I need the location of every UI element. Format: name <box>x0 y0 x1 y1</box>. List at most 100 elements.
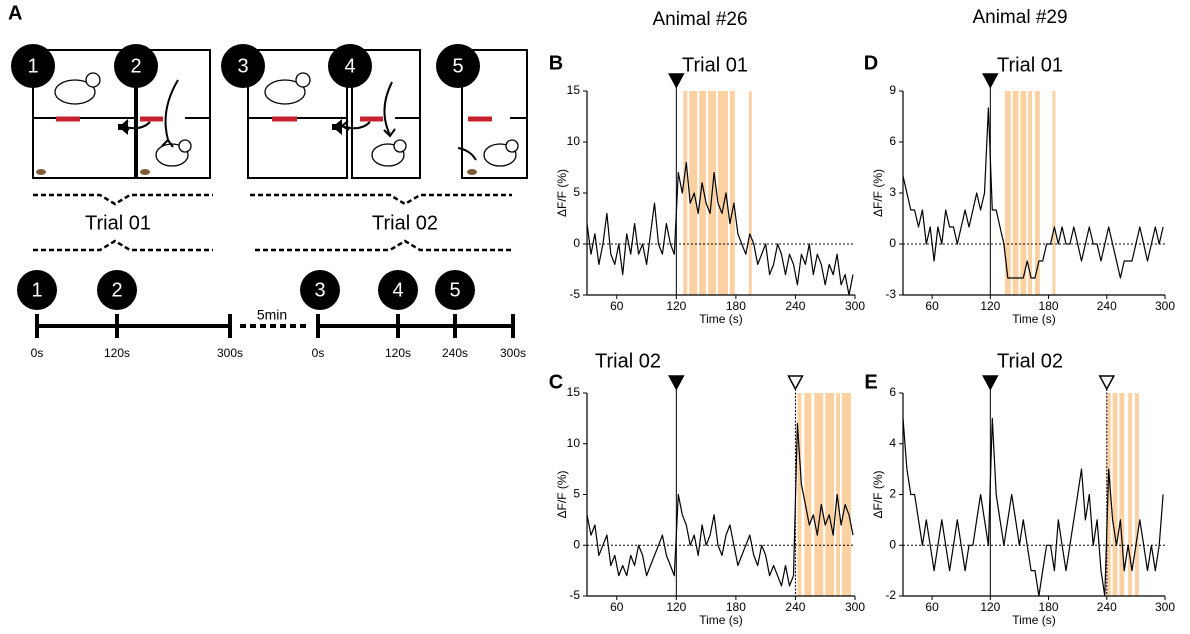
timeline-label: 240s <box>442 346 468 360</box>
step-number: 3 <box>314 279 325 301</box>
arena <box>32 49 136 179</box>
step-number: 5 <box>452 55 463 77</box>
step-number: 4 <box>344 55 355 77</box>
x-tick-label: 240 <box>785 600 805 614</box>
y-tick-label: -5 <box>569 287 580 301</box>
brace <box>33 193 213 206</box>
event-marker <box>982 375 999 391</box>
step-circle <box>436 44 480 88</box>
x-tick-label: 120 <box>666 299 686 313</box>
timeline-label: 300s <box>500 346 526 360</box>
event-marker <box>668 73 685 89</box>
mouse-head <box>393 139 407 153</box>
trial-label: Trial 01 <box>85 212 151 234</box>
freezing-epoch <box>1112 393 1118 596</box>
column-title: Animal #26 <box>652 9 747 30</box>
timeline-label: 120s <box>385 346 411 360</box>
freezing-epoch <box>748 91 752 295</box>
freezing-epoch <box>689 91 698 295</box>
freezing-epoch <box>1034 91 1040 295</box>
mouse-head <box>178 139 192 153</box>
step-number: 2 <box>130 55 141 77</box>
x-tick-label: 120 <box>980 600 1000 614</box>
freezing-epoch <box>1012 91 1019 295</box>
brace <box>255 239 512 252</box>
timeline-labels: 0s 120s 300s 0s 120s 240s 300s <box>31 346 526 360</box>
step-circle <box>435 270 475 310</box>
x-tick-label: 180 <box>726 600 746 614</box>
y-tick-label: 3 <box>889 185 896 199</box>
step-circle <box>114 44 158 88</box>
freezing-epoch <box>836 393 841 596</box>
mouse-head <box>505 139 519 153</box>
event-marker <box>668 375 685 391</box>
y-tick-label: 9 <box>889 83 896 97</box>
y-tick-label: 10 <box>567 134 581 148</box>
step-circle <box>221 44 265 88</box>
step-number: 5 <box>449 279 460 301</box>
freezing-epoch <box>683 91 688 295</box>
x-tick-label: 300 <box>1155 299 1175 313</box>
braces <box>33 193 512 252</box>
mice <box>54 72 519 167</box>
arrow-head <box>383 128 396 138</box>
freezing-epoch <box>718 91 728 295</box>
x-tick-label: 300 <box>845 299 865 313</box>
panel-a: A <box>8 2 528 360</box>
column-title: Animal #29 <box>972 7 1067 28</box>
freezing-epoch <box>1028 91 1033 295</box>
trace <box>586 161 854 296</box>
arena-boxes <box>32 49 528 179</box>
y-tick-label: -3 <box>885 287 896 301</box>
steps: 1 2 3 4 5 <box>11 44 480 88</box>
speaker <box>118 119 128 135</box>
y-axis-label: ΔF/F (%) <box>871 169 885 217</box>
x-axis-label: Time (s) <box>1012 312 1056 326</box>
freezing-epoch <box>797 393 802 596</box>
speaker <box>332 119 342 135</box>
x-tick-label: 240 <box>785 299 805 313</box>
x-tick-label: 120 <box>980 299 1000 313</box>
y-tick-label: 6 <box>889 385 896 399</box>
step-circle <box>378 270 418 310</box>
freezing-epoch <box>1128 393 1133 596</box>
freezing-epoch <box>825 393 835 596</box>
x-tick-label: 240 <box>1097 600 1117 614</box>
trial-label: Trial 02 <box>372 212 438 234</box>
freezing-epoch <box>1119 393 1125 596</box>
chart-title: Trial 02 <box>595 350 661 372</box>
freezing-epoch <box>1004 91 1011 295</box>
x-tick-label: 180 <box>1039 299 1059 313</box>
y-tick-label: -5 <box>569 588 580 602</box>
x-tick-label: 300 <box>845 600 865 614</box>
mouse <box>54 79 96 105</box>
arrow <box>383 81 393 136</box>
step-number: 2 <box>111 279 122 301</box>
gap-label: 5min <box>257 307 287 323</box>
timeline <box>35 314 515 338</box>
x-axis-label: Time (s) <box>699 312 743 326</box>
timeline-label: 0s <box>312 346 325 360</box>
brace <box>250 193 512 206</box>
y-tick-label: 10 <box>567 436 581 450</box>
panel-letter: A <box>8 2 22 24</box>
y-tick-label: 0 <box>889 537 896 551</box>
timeline-label: 120s <box>104 346 130 360</box>
panel-letter: B <box>549 52 563 74</box>
x-tick-label: 240 <box>1097 299 1117 313</box>
step-number: 3 <box>237 55 248 77</box>
freezing-epoch <box>1020 91 1027 295</box>
event-marker <box>787 375 804 391</box>
step-number: 1 <box>27 55 38 77</box>
timeline-label: 0s <box>31 346 44 360</box>
chart-title: Trial 01 <box>682 54 748 76</box>
mouse <box>264 79 306 105</box>
freezing-epoch <box>814 393 824 596</box>
pellets <box>36 169 477 175</box>
trace <box>902 107 1164 279</box>
pellet <box>36 169 46 175</box>
step-circle <box>17 270 57 310</box>
y-axis-label: ΔF/F (%) <box>555 169 569 217</box>
y-tick-label: 15 <box>567 385 581 399</box>
y-tick-label: 0 <box>573 537 580 551</box>
